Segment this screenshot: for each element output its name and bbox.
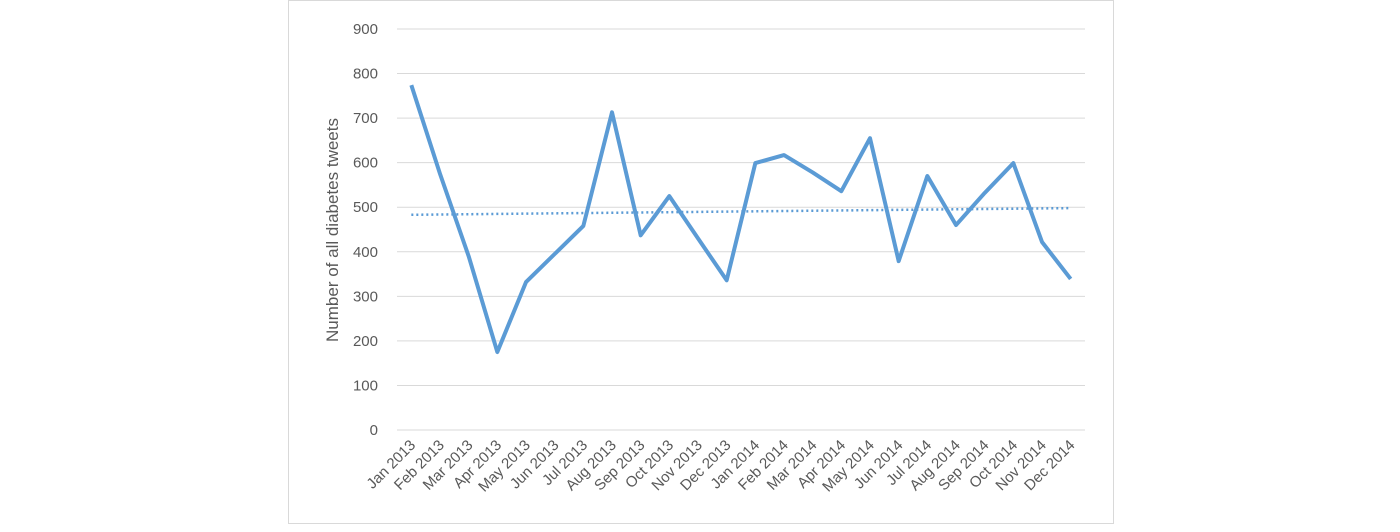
chart-frame — [288, 0, 1114, 524]
y-tick-label: 600 — [353, 155, 378, 172]
y-tick-label: 100 — [353, 377, 378, 394]
y-tick-label: 800 — [353, 66, 378, 83]
y-tick-label: 700 — [353, 110, 378, 127]
y-tick-label: 900 — [353, 21, 378, 38]
y-tick-label: 200 — [353, 333, 378, 350]
y-tick-label: 0 — [370, 422, 378, 439]
y-tick-label: 300 — [353, 288, 378, 305]
y-axis-label: Number of all diabetes tweets — [323, 118, 342, 342]
y-tick-label: 400 — [353, 244, 378, 261]
y-tick-label: 500 — [353, 199, 378, 216]
data-line — [409, 84, 1073, 355]
